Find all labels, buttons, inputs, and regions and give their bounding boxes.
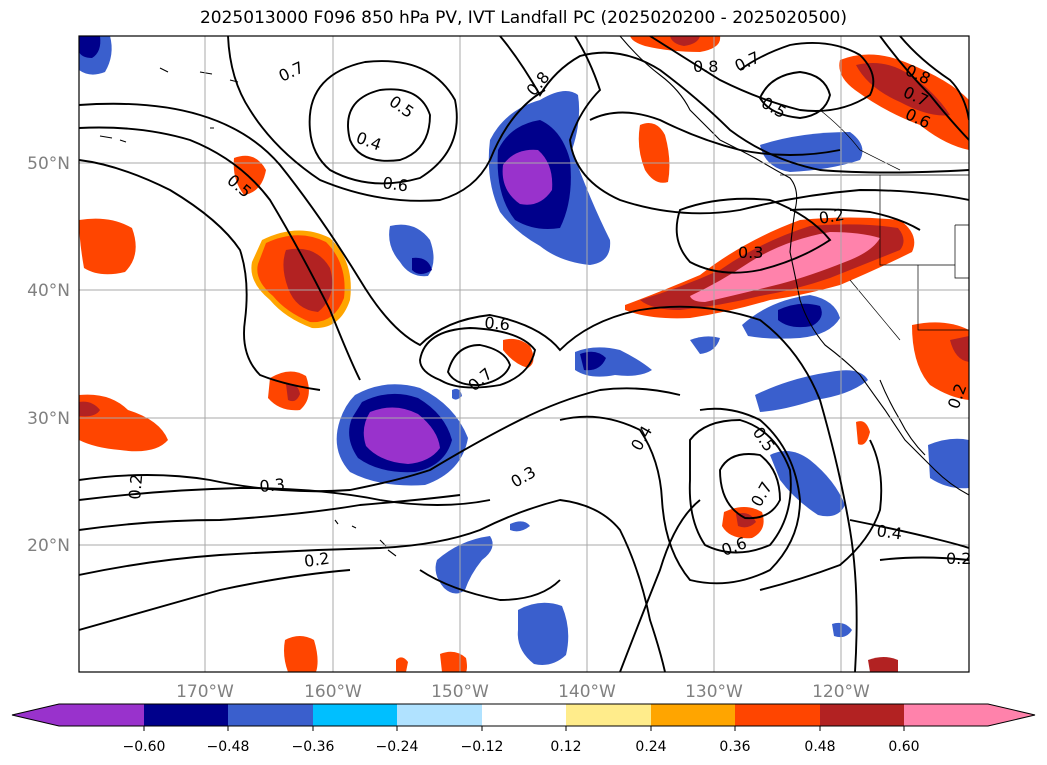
- colorbar-tick-label: 0.48: [804, 739, 835, 755]
- lat-label: 40°N: [27, 281, 70, 301]
- colorbar-tick-label: −0.60: [123, 739, 166, 755]
- colorbar-segment: [482, 704, 566, 726]
- contour-label: 0.6: [381, 173, 409, 195]
- colorbar-tick-label: 0.36: [719, 739, 750, 755]
- lon-label: 140°W: [558, 682, 616, 702]
- pos-anomaly-ar-core: [690, 232, 880, 302]
- colorbar-segment: [228, 704, 313, 726]
- contour-label: 0.2: [817, 205, 845, 228]
- colorbar-segment: [735, 704, 820, 726]
- lon-label: 170°W: [176, 682, 234, 702]
- pos-anomaly-west: [79, 218, 136, 275]
- neg-anomaly-38n-core: [778, 303, 822, 328]
- pv-shading: [79, 36, 969, 672]
- neg-anomaly-small-3: [510, 521, 530, 532]
- colorbar-segment: [397, 704, 482, 726]
- pos-anomaly-bottom-1: [284, 636, 318, 672]
- contour-label: 0.4: [875, 521, 903, 543]
- map-title: 2025013000 F096 850 hPa PV, IVT Landfall…: [199, 8, 847, 28]
- neg-anomaly-small-1: [690, 336, 720, 354]
- pos-anomaly-bottom-4: [868, 657, 898, 672]
- contour-label: 0.6: [484, 313, 511, 334]
- pos-anomaly-42n-160w-core: [283, 248, 333, 312]
- neg-anomaly-48n-core: [502, 149, 553, 205]
- colorbar-tick-label: −0.48: [207, 739, 250, 755]
- pos-anomaly-50n-135w: [638, 122, 670, 183]
- colorbar-segment: [144, 704, 228, 726]
- contour-label: 0.3: [738, 243, 763, 262]
- contour-label: 0.8: [693, 57, 718, 76]
- colorbar-segment: [566, 704, 651, 726]
- neg-anomaly-26n-east: [928, 438, 969, 489]
- pos-anomaly-32n-core: [286, 383, 300, 402]
- lat-labels: 50°N 40°N 30°N 20°N: [27, 154, 70, 556]
- lon-label: 150°W: [431, 682, 489, 702]
- colorbar-tick-label: 0.24: [635, 739, 666, 755]
- pos-anomaly-30n-west-core: [79, 401, 100, 417]
- lon-label: 120°W: [812, 682, 870, 702]
- colorbar-extend-low: [12, 704, 59, 726]
- pos-anomaly-top-core: [670, 36, 700, 46]
- colorbar-tick-label: 0.60: [888, 739, 919, 755]
- neg-anomaly-18n: [435, 536, 493, 594]
- contour-label: 0.2: [303, 549, 331, 571]
- neg-anomaly-32n-east: [755, 370, 868, 412]
- colorbar-segment: [59, 704, 144, 726]
- lon-labels: 170°W 160°W 150°W 140°W 130°W 120°W: [176, 682, 870, 702]
- neg-anomaly-small-2: [832, 622, 852, 638]
- lat-label: 20°N: [27, 536, 70, 556]
- colorbar-segment: [904, 704, 988, 726]
- contour-label: 0.2: [125, 473, 146, 500]
- plot-frame: [78, 35, 970, 673]
- pos-anomaly-28n: [856, 421, 870, 445]
- colorbar-outline: [11, 703, 1036, 727]
- contour-label: 0.2: [946, 549, 971, 568]
- neg-anomaly-nw-core: [79, 36, 101, 58]
- lat-label: 30°N: [27, 409, 70, 429]
- neg-anomaly-14n: [517, 602, 569, 665]
- pos-anomaly-ne-core: [856, 62, 950, 116]
- pos-anomaly-bottom-3: [396, 657, 408, 672]
- lat-label: 50°N: [27, 154, 70, 174]
- neg-anomaly-43n-core: [412, 257, 432, 274]
- colorbar-segment: [651, 704, 735, 726]
- lon-label: 160°W: [304, 682, 362, 702]
- pos-anomaly-30n-west: [79, 394, 168, 452]
- neg-anomaly-50n-east: [760, 132, 863, 172]
- colorbar: −0.60 −0.48 −0.36 −0.24 −0.12 0.12 0.24 …: [11, 703, 1036, 755]
- colorbar-extend-high: [988, 704, 1035, 726]
- pos-anomaly-36n: [503, 338, 534, 368]
- colorbar-segment: [820, 704, 904, 726]
- colorbar-tick-label: −0.36: [292, 739, 335, 755]
- colorbar-segment: [313, 704, 397, 726]
- colorbar-tick-label: 0.12: [550, 739, 581, 755]
- coastlines: [99, 36, 969, 557]
- contour-label: 0.3: [259, 475, 286, 496]
- colorbar-tick-label: −0.12: [461, 739, 504, 755]
- lon-label: 130°W: [685, 682, 743, 702]
- pos-anomaly-35n-east-core: [950, 336, 969, 362]
- ivt-contours: [79, 36, 969, 672]
- neg-anomaly-30n-core: [363, 407, 440, 464]
- colorbar-tick-label: −0.24: [376, 739, 419, 755]
